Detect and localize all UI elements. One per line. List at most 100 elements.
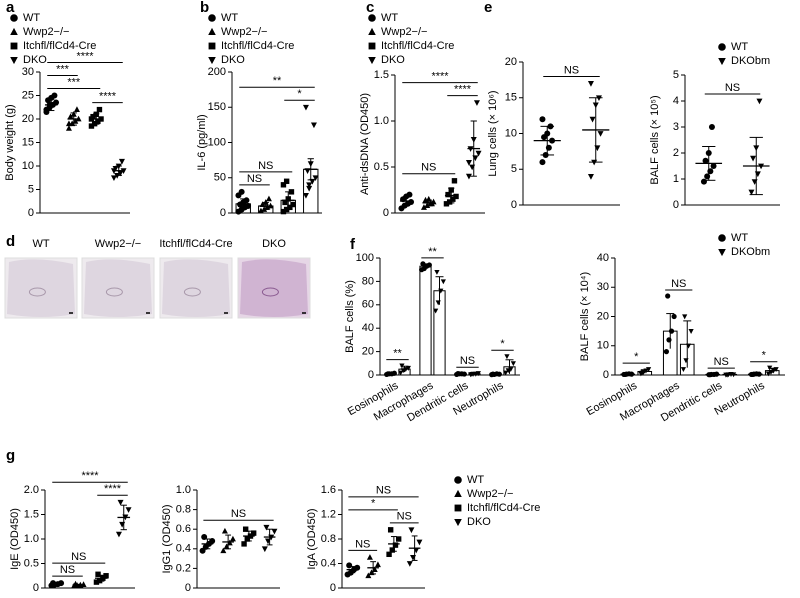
data-point <box>451 178 458 184</box>
data-point <box>408 527 415 534</box>
significance-label: **** <box>431 71 449 83</box>
significance-label: NS <box>355 538 370 550</box>
y-tick-label: 5 <box>673 69 679 81</box>
data-point <box>287 204 293 211</box>
legend-label: Itchfl/flCd4-Cre <box>221 40 294 52</box>
data-point <box>125 507 132 513</box>
data-point <box>118 158 125 165</box>
data-point <box>288 189 295 195</box>
significance-label: NS <box>421 162 436 174</box>
data-point <box>665 293 671 299</box>
y-tick-label: 40 <box>362 322 374 334</box>
y-tick-label: 30 <box>597 281 609 293</box>
legend-marker <box>368 14 376 22</box>
data-point <box>243 197 250 204</box>
data-point <box>707 372 713 378</box>
y-tick-label: 0.5 <box>374 161 389 173</box>
data-point <box>587 174 594 180</box>
data-point <box>229 535 236 542</box>
data-point <box>434 269 440 275</box>
legend-marker <box>454 504 462 512</box>
legend-label: Wwp2−/− <box>23 26 69 38</box>
y-axis-label: Lung cells (× 10⁶) <box>487 90 499 176</box>
y-tick-label: 1.5 <box>24 508 39 520</box>
significance-label: * <box>762 350 767 362</box>
airway <box>261 287 279 297</box>
data-point <box>386 551 392 558</box>
y-axis-label: IL-6 (pg/ml) <box>196 114 208 170</box>
y-tick-label: 1.0 <box>374 115 389 127</box>
panel-letter: a <box>6 0 15 16</box>
significance-label: *** <box>67 76 81 88</box>
y-tick-label: 20 <box>22 113 34 125</box>
data-point <box>475 150 482 157</box>
y-tick-label: 60 <box>362 299 374 311</box>
data-point <box>280 208 287 215</box>
data-point <box>426 262 432 268</box>
panel-letter: b <box>200 0 209 16</box>
panel-letter: f <box>350 236 356 253</box>
y-tick-label: 0 <box>603 369 609 381</box>
significance-label: **** <box>454 84 472 96</box>
panel-letter: c <box>366 0 374 16</box>
data-point <box>663 349 670 355</box>
y-tick-label: 1.0 <box>176 484 191 496</box>
data-point <box>242 526 249 532</box>
data-point <box>67 113 74 120</box>
y-tick-label: 1 <box>673 173 679 185</box>
legend-label: Itchfl/flCd4-Cre <box>467 502 540 514</box>
y-tick-label: 0 <box>33 582 39 594</box>
data-point <box>587 81 594 87</box>
legend-marker <box>208 27 216 36</box>
y-tick-label: 0.6 <box>176 523 191 535</box>
significance-label: **** <box>76 50 94 62</box>
data-point <box>250 530 257 536</box>
y-tick-label: 80 <box>362 275 374 287</box>
data-point <box>420 204 427 210</box>
data-point <box>671 313 677 320</box>
panel-letter: e <box>484 0 492 16</box>
y-axis-label: BALF cells (%) <box>344 280 356 353</box>
y-tick-label: 0.2 <box>176 562 191 574</box>
airway <box>183 287 201 297</box>
data-point <box>446 199 453 205</box>
data-point <box>510 361 516 367</box>
data-point <box>65 120 72 127</box>
y-tick-label: 5 <box>511 163 517 175</box>
panel-letter: g <box>6 447 15 464</box>
data-point <box>465 160 472 166</box>
data-point <box>103 573 109 579</box>
data-point <box>96 106 103 113</box>
image-label: Wwp2−/− <box>95 238 141 250</box>
y-tick-label: 40 <box>597 252 609 264</box>
image-label: WT <box>32 238 49 250</box>
data-point <box>450 196 456 202</box>
y-tick-label: 20 <box>597 310 609 322</box>
data-point <box>346 562 353 569</box>
data-point <box>271 528 278 535</box>
airway <box>105 287 123 297</box>
y-tick-label: 0.8 <box>176 504 191 516</box>
y-tick-label: 1.2 <box>321 508 336 520</box>
data-point <box>392 542 399 548</box>
data-point <box>682 314 688 320</box>
data-point <box>302 104 309 111</box>
data-point <box>639 370 645 376</box>
significance-label: * <box>371 498 376 510</box>
significance-label: NS <box>725 82 740 94</box>
significance-label: NS <box>376 485 391 497</box>
y-tick-label: 0 <box>673 199 679 211</box>
data-point <box>306 185 313 192</box>
data-point <box>115 531 122 538</box>
legend-marker <box>454 489 462 498</box>
data-point <box>504 354 510 360</box>
data-point <box>312 175 319 182</box>
legend-marker <box>368 56 376 65</box>
data-point <box>688 329 694 334</box>
legend-label: DKO <box>221 54 245 66</box>
legend-label: DKO <box>381 54 405 66</box>
legend-marker <box>368 27 376 36</box>
data-point <box>43 106 50 113</box>
legend-marker <box>454 518 462 527</box>
legend-marker <box>368 42 376 50</box>
